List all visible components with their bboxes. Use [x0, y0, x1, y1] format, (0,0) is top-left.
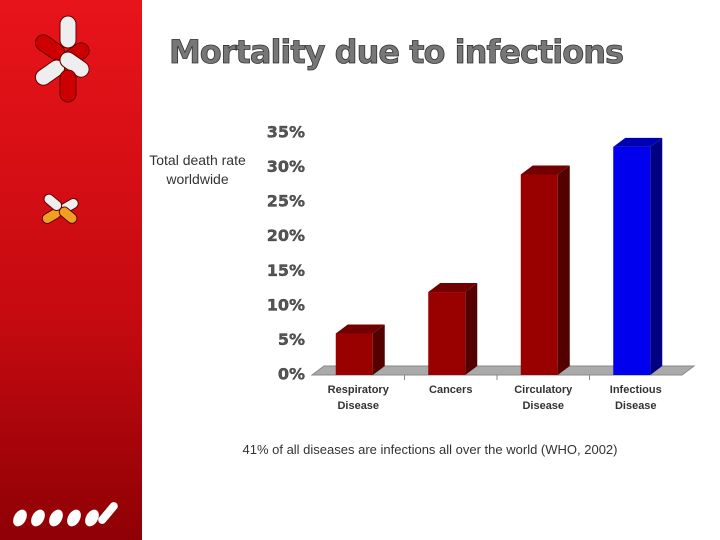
footnote: 41% of all diseases are infections all o… [242, 442, 618, 457]
y-axis-label: Total death rate worldwide [149, 152, 246, 187]
bar-top [428, 283, 478, 293]
y-tick-label: 25% [267, 192, 305, 211]
bar [428, 292, 466, 375]
bar-top [520, 165, 570, 175]
bar-side [372, 324, 385, 375]
x-tick-label: Respiratory Disease [327, 384, 389, 412]
bar-top [613, 137, 663, 147]
y-tick-label: 5% [278, 330, 305, 349]
bar [520, 174, 558, 375]
bar [613, 146, 651, 375]
bar-side [650, 137, 663, 375]
bar-side [557, 165, 570, 375]
y-tick-label: 15% [267, 261, 305, 280]
chart-title: Mortality due to infections [169, 33, 623, 71]
y-tick-label: 35% [267, 123, 305, 142]
x-tick-label: Circulatory Disease [514, 384, 573, 412]
y-tick-label: 20% [267, 226, 305, 245]
y-tick-label: 0% [278, 365, 305, 384]
bar [335, 333, 373, 375]
x-tick-label: Infectious Disease [609, 384, 662, 412]
pill-decoration [13, 15, 118, 527]
x-tick-label: Cancers [429, 384, 473, 396]
y-tick-label: 30% [267, 157, 305, 176]
bar-top [335, 324, 385, 334]
y-tick-label: 10% [267, 295, 305, 314]
bar-side [465, 283, 478, 375]
